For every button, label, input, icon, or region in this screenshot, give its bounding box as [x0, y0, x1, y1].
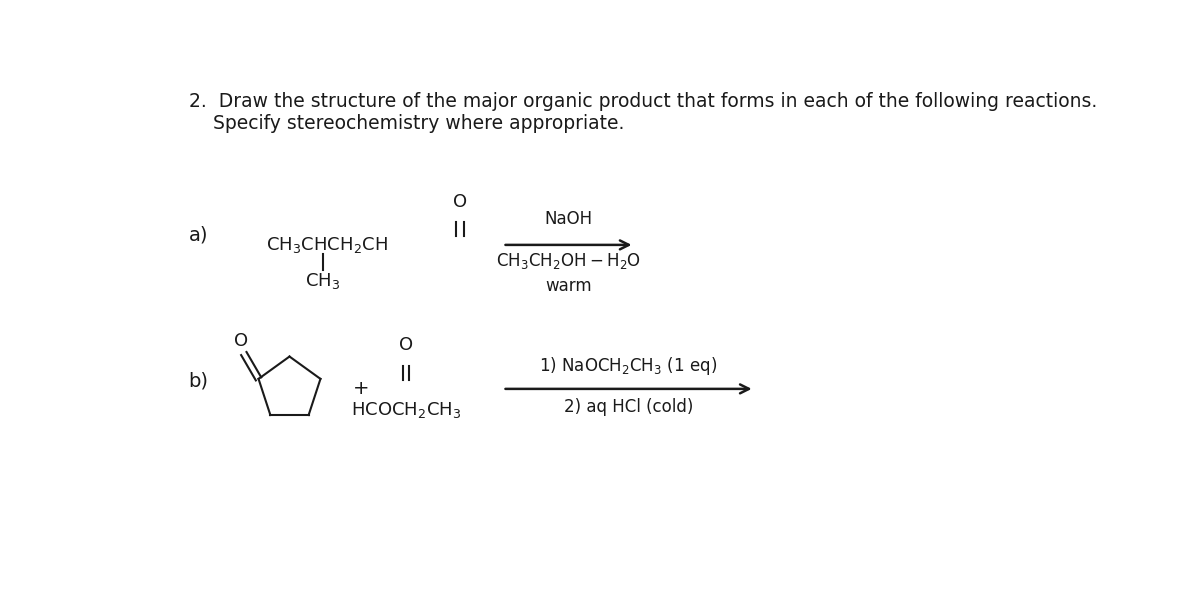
- Text: NaOH: NaOH: [545, 210, 593, 228]
- Text: $\mathsf{CH_3}$: $\mathsf{CH_3}$: [305, 271, 341, 291]
- Text: 2.  Draw the structure of the major organic product that forms in each of the fo: 2. Draw the structure of the major organ…: [188, 93, 1097, 112]
- Text: warm: warm: [545, 277, 592, 296]
- Text: Specify stereochemistry where appropriate.: Specify stereochemistry where appropriat…: [188, 114, 624, 133]
- Text: O: O: [234, 332, 248, 350]
- Text: $\mathsf{1) \ NaOCH_2CH_3 \ (1 \ eq)}$: $\mathsf{1) \ NaOCH_2CH_3 \ (1 \ eq)}$: [540, 355, 718, 377]
- Text: b): b): [188, 372, 209, 390]
- Text: O: O: [398, 336, 413, 354]
- Text: $\mathsf{HCOCH_2CH_3}$: $\mathsf{HCOCH_2CH_3}$: [350, 401, 461, 420]
- Text: a): a): [188, 226, 209, 244]
- Text: 2) aq HCl (cold): 2) aq HCl (cold): [564, 398, 694, 416]
- Text: $\mathsf{CH_3CH_2OH - H_2O}$: $\mathsf{CH_3CH_2OH - H_2O}$: [496, 251, 641, 271]
- Text: +: +: [353, 379, 370, 398]
- Text: $\mathsf{CH_3CHCH_2CH}$: $\mathsf{CH_3CHCH_2CH}$: [266, 235, 389, 255]
- Text: O: O: [452, 193, 467, 211]
